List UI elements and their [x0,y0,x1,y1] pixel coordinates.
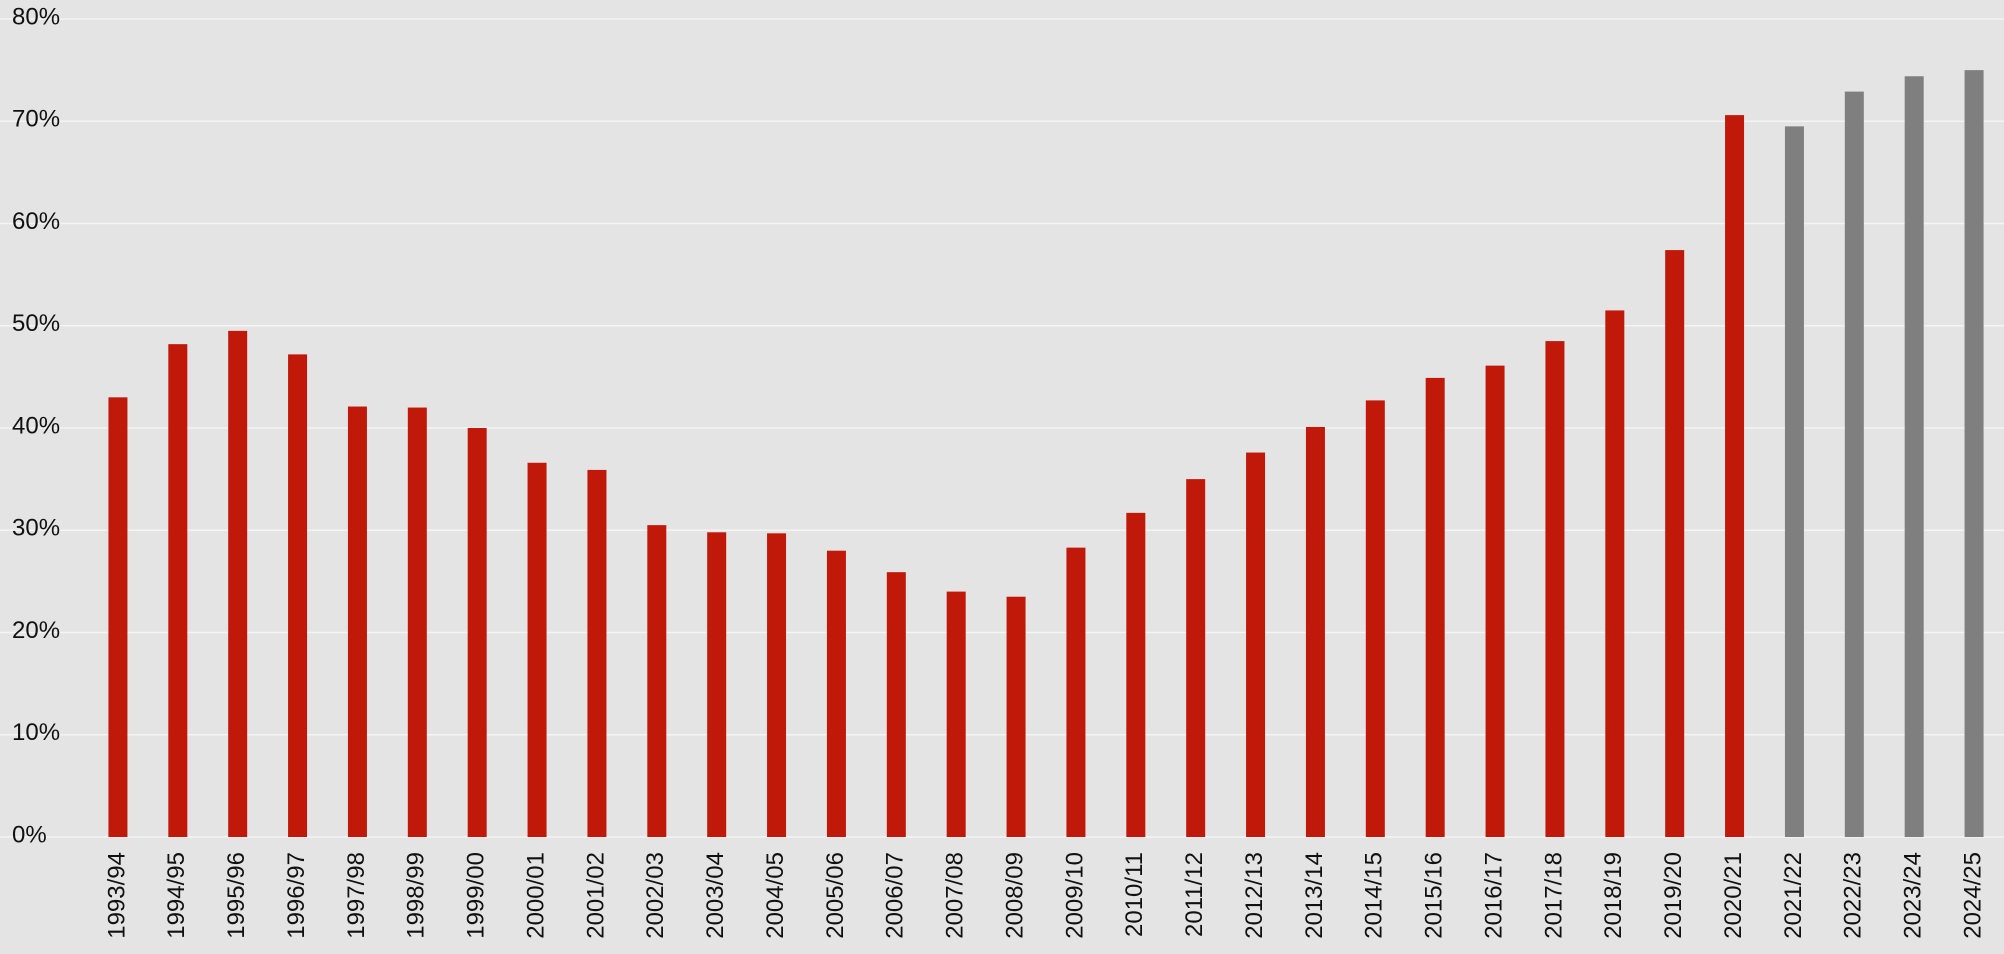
bar [288,354,307,837]
bar [1126,513,1145,837]
x-tick-label: 2012/13 [1241,852,1268,939]
x-tick-label: 1997/98 [343,852,370,939]
bar [348,407,367,837]
y-tick-label: 50% [12,310,60,337]
x-tick-label: 2016/17 [1480,852,1507,939]
y-tick-label: 40% [12,412,60,439]
x-tick-label: 2009/10 [1061,852,1088,939]
bar [587,470,606,837]
x-tick-label: 1995/96 [223,852,250,939]
bar [1306,427,1325,837]
x-tick-label: 2024/25 [1959,852,1986,939]
y-tick-label: 10% [12,719,60,746]
bar [1366,400,1385,837]
x-tick-label: 2000/01 [522,852,549,939]
x-tick-label: 2004/05 [762,852,789,939]
x-tick-label: 1993/94 [103,852,130,939]
x-tick-label: 2023/24 [1900,852,1927,939]
bar [1007,597,1026,837]
x-tick-label: 2017/18 [1540,852,1567,939]
x-tick-label: 1994/95 [163,852,190,939]
bar [468,428,487,837]
y-tick-label: 30% [12,515,60,542]
bar [528,463,547,837]
bar [1066,548,1085,837]
x-tick-label: 2008/09 [1001,852,1028,939]
chart: 0% 10% 20% 30% 40% 50% 60% 70% 80% 1993/94 1994/95… [0,0,2004,954]
bar [1426,378,1445,837]
x-tick-label: 1998/99 [403,852,430,939]
bar [228,331,247,837]
x-tick-label: 2001/02 [582,852,609,939]
x-tick-label: 2020/21 [1720,852,1747,939]
x-tick-label: 2015/16 [1421,852,1448,939]
bar [1845,92,1864,837]
x-tick-label: 1996/97 [283,852,310,939]
bar [408,408,427,837]
bar [1486,366,1505,837]
bar [767,533,786,837]
y-tick-label: 0% [12,821,47,848]
bar [1965,70,1984,837]
x-tick-label: 2005/06 [822,852,849,939]
y-tick-label: 70% [12,106,60,133]
x-tick-label: 2011/12 [1181,852,1208,937]
x-tick-label: 2021/22 [1780,852,1807,939]
x-tick-label: 2003/04 [702,852,729,939]
x-tick-label: 2014/15 [1361,852,1388,939]
bar [108,397,127,837]
y-tick-label: 20% [12,617,60,644]
bar [887,572,906,837]
bar [168,344,187,837]
bar [947,592,966,837]
x-tick-label: 2018/19 [1600,852,1627,939]
x-tick-label: 2022/23 [1840,852,1867,939]
bar [1545,341,1564,837]
x-tick-label: 1999/00 [463,852,490,939]
bar [1186,479,1205,837]
x-tick-label: 2002/03 [642,852,669,939]
bar [827,551,846,837]
bar [1725,115,1744,837]
bar [1605,310,1624,837]
x-tick-label: 2007/08 [942,852,969,939]
bar [1785,126,1804,837]
x-tick-label: 2010/11 [1121,852,1148,937]
bar [1665,250,1684,837]
x-tick-label: 2019/20 [1660,852,1687,939]
bar [1246,453,1265,837]
x-tick-label: 2006/07 [882,852,909,939]
x-tick-label: 2013/14 [1301,852,1328,939]
y-tick-label: 60% [12,208,60,235]
y-tick-label: 80% [12,3,60,30]
bar [647,525,666,837]
bar [1905,76,1924,837]
bar [707,532,726,837]
